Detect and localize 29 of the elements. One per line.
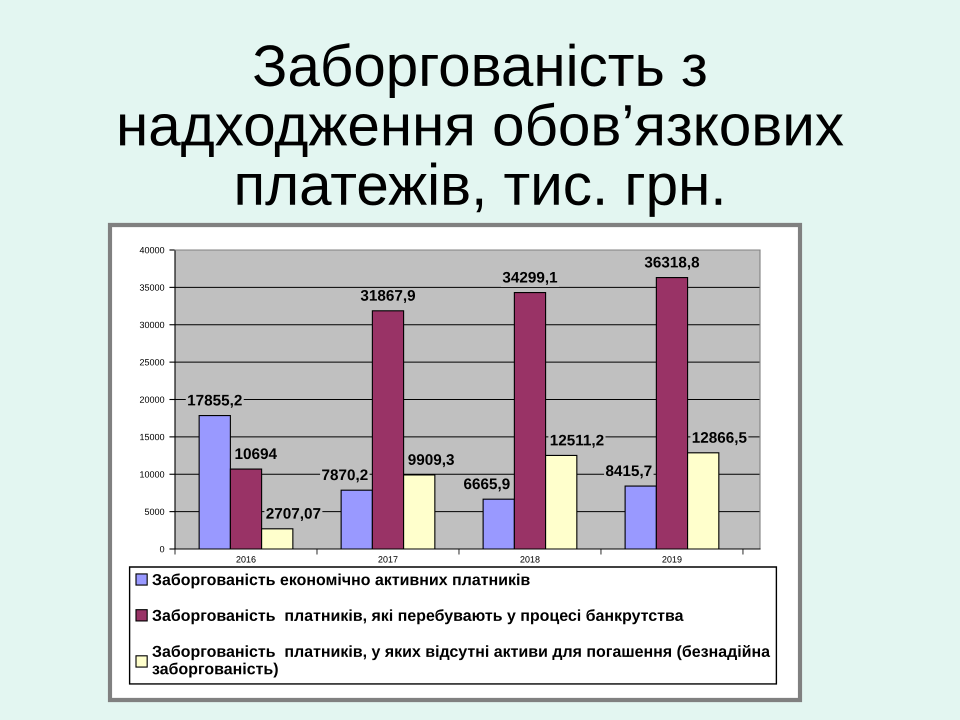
x-tick-label: 2017 [378, 556, 398, 563]
data-label: 34299,1 [502, 272, 558, 285]
data-label: 9909,3 [408, 454, 454, 468]
y-tick-label: 10000 [140, 471, 164, 478]
data-label: 10694 [236, 448, 277, 460]
legend-label: Заборгованість економічно активних платників [152, 573, 530, 588]
y-tick-label: 20000 [140, 396, 164, 403]
data-label: 6665,9 [464, 478, 510, 492]
y-tick-label: 15000 [140, 434, 164, 440]
data-label: 2707,07 [266, 508, 320, 522]
y-tick-label: 40000 [140, 246, 164, 254]
data-label: 8415,7 [606, 465, 652, 478]
y-tick-label: 35000 [140, 284, 164, 291]
y-tick-label: 0 [160, 546, 164, 552]
legend-label: Заборгованість платників, у яких відсутні активи для погашення (безнадійна заборгованість) [152, 644, 770, 678]
y-tick-label: 5000 [144, 508, 164, 515]
x-tick-label: 2018 [520, 556, 540, 563]
x-tick-label: 2019 [662, 556, 682, 563]
data-label: 7870,2 [322, 469, 368, 482]
data-label: 36318,8 [644, 256, 700, 270]
data-label: 17855,2 [188, 394, 242, 408]
chart-title: Заборгованість з надходження обов’язкових платежів, тис. грн. [120, 43, 844, 217]
data-label: 12866,5 [692, 432, 747, 446]
data-label: 12511,2 [550, 434, 604, 448]
x-tick-label: 2016 [236, 556, 256, 563]
y-tick-label: 30000 [140, 322, 164, 328]
data-label: 31867,9 [360, 290, 416, 304]
y-tick-label: 25000 [140, 359, 164, 366]
legend-label: Заборгованість платників, які перебувають у процесі банкрутства [152, 609, 684, 624]
